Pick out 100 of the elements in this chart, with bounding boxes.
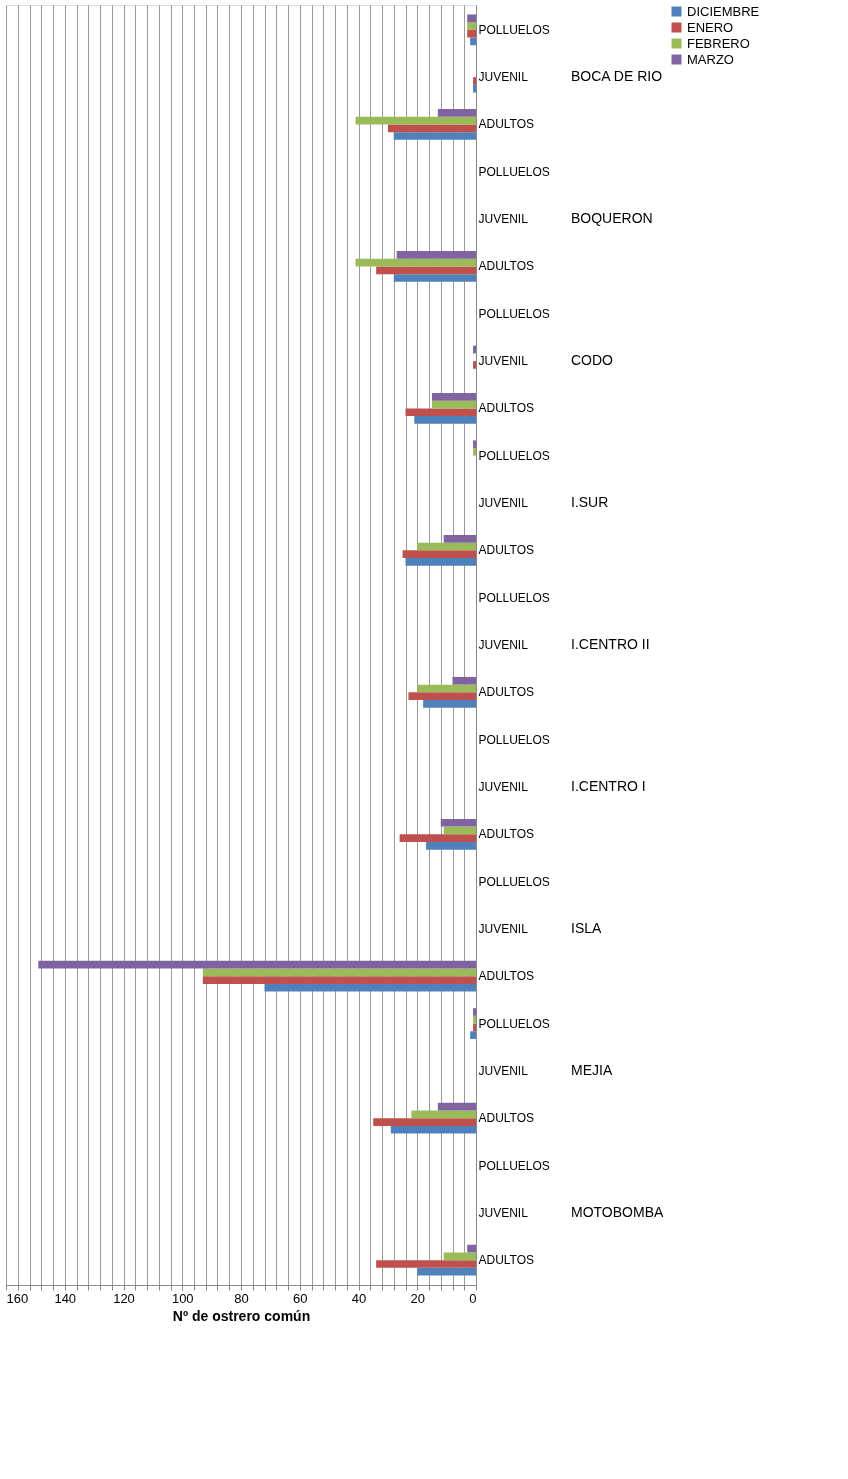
bar bbox=[38, 960, 476, 969]
y-tick-label: POLLUELOS bbox=[478, 590, 550, 605]
bar bbox=[473, 345, 476, 354]
bar bbox=[473, 84, 476, 93]
bar bbox=[467, 29, 476, 38]
y-tick-label: JUVENIL bbox=[478, 779, 529, 794]
bar bbox=[417, 684, 476, 693]
bar bbox=[411, 1110, 476, 1119]
y-tick-label: ADULTOS bbox=[478, 685, 535, 700]
bar bbox=[470, 1031, 476, 1039]
bar bbox=[387, 124, 476, 133]
y-tick-label: JUVENIL bbox=[478, 1063, 529, 1078]
x-axis-title: Nº de ostrero común bbox=[172, 1307, 311, 1324]
bar bbox=[399, 834, 476, 842]
bar bbox=[473, 1008, 476, 1016]
bar bbox=[467, 1244, 476, 1253]
y-tick-label: ADULTOS bbox=[478, 543, 535, 558]
bar bbox=[470, 37, 476, 46]
y-tick-label: POLLUELOS bbox=[478, 306, 550, 321]
y-tick-label: JUVENIL bbox=[478, 70, 529, 85]
bar bbox=[473, 1015, 476, 1024]
bar bbox=[202, 968, 476, 977]
bar bbox=[473, 1023, 476, 1032]
bar bbox=[473, 440, 476, 449]
y-tick-label: JUVENIL bbox=[478, 1205, 529, 1220]
y-tick-label: JUVENIL bbox=[478, 212, 529, 227]
y-tick-label: JUVENIL bbox=[478, 496, 529, 511]
x-tick-label: 120 bbox=[113, 1290, 135, 1306]
bar bbox=[443, 826, 476, 835]
y-tick-label: POLLUELOS bbox=[478, 1016, 550, 1031]
bar bbox=[405, 558, 476, 566]
y-tick-label: ADULTOS bbox=[478, 1253, 535, 1268]
y-tick-label: ADULTOS bbox=[478, 827, 535, 842]
bar bbox=[264, 983, 476, 992]
y-tick-label: POLLUELOS bbox=[478, 1158, 550, 1173]
text: CODO bbox=[571, 352, 614, 369]
text: BOQUERON bbox=[571, 210, 653, 227]
y-tick-label: JUVENIL bbox=[478, 638, 529, 652]
bar bbox=[408, 692, 476, 701]
bar bbox=[473, 361, 476, 369]
x-tick-label: 140 bbox=[54, 1290, 77, 1306]
y-tick-label: ADULTOS bbox=[478, 1111, 535, 1126]
y-tick-label: POLLUELOS bbox=[478, 164, 550, 179]
bar bbox=[376, 266, 476, 275]
bar bbox=[202, 976, 476, 984]
bar bbox=[452, 676, 476, 685]
bar bbox=[373, 1118, 476, 1126]
bar bbox=[426, 841, 476, 850]
bar bbox=[390, 1125, 476, 1134]
text: MEJIA bbox=[571, 1061, 613, 1078]
bar bbox=[423, 700, 476, 708]
text: MOTOBOMBA bbox=[571, 1203, 664, 1220]
text: I.CENTRO II bbox=[571, 636, 650, 652]
bar bbox=[431, 393, 476, 401]
bar bbox=[473, 77, 476, 85]
y-tick-label: POLLUELOS bbox=[478, 874, 550, 889]
text: I.CENTRO I bbox=[571, 777, 646, 794]
y-tick-label: POLLUELOS bbox=[478, 22, 550, 37]
bar bbox=[393, 132, 476, 140]
text: BOCA DE RIO bbox=[571, 68, 663, 85]
bar bbox=[355, 116, 476, 125]
y-tick-label: ADULTOS bbox=[478, 259, 535, 274]
bar bbox=[396, 251, 476, 259]
y-tick-label: POLLUELOS bbox=[478, 732, 550, 747]
bar bbox=[414, 416, 476, 424]
y-tick-label: POLLUELOS bbox=[478, 448, 550, 463]
x-tick-label: 100 bbox=[171, 1290, 194, 1306]
x-tick-label: 40 bbox=[351, 1290, 367, 1306]
bar bbox=[417, 542, 476, 551]
bar bbox=[405, 408, 476, 417]
bar bbox=[402, 550, 476, 559]
bar bbox=[437, 109, 476, 117]
y-tick-label: JUVENIL bbox=[478, 354, 529, 369]
bar bbox=[473, 448, 476, 456]
legend-label: ENERO bbox=[687, 19, 734, 35]
bar bbox=[440, 818, 476, 827]
legend-label: FEBRERO bbox=[687, 35, 750, 51]
bar bbox=[376, 1260, 476, 1268]
text: ISLA bbox=[571, 919, 603, 936]
bar bbox=[443, 1252, 476, 1261]
y-tick-label: ADULTOS bbox=[478, 969, 535, 984]
y-tick-label: JUVENIL bbox=[478, 921, 529, 936]
y-tick-label: ADULTOS bbox=[478, 117, 535, 132]
bar bbox=[467, 14, 476, 23]
bar bbox=[393, 274, 476, 282]
x-tick-label: 20 bbox=[410, 1290, 425, 1306]
legend-label: DICIEMBRE bbox=[687, 3, 760, 19]
bar bbox=[443, 534, 476, 543]
legend-label: MARZO bbox=[687, 51, 734, 67]
x-tick-label: 80 bbox=[234, 1290, 249, 1306]
bar bbox=[431, 400, 476, 409]
bar bbox=[355, 258, 476, 267]
x-tick-label: 60 bbox=[293, 1290, 308, 1306]
text: I.SUR bbox=[571, 494, 609, 511]
bar bbox=[417, 1267, 476, 1276]
x-tick-label: 0 bbox=[469, 1290, 477, 1306]
bar bbox=[467, 22, 476, 30]
y-tick-label: ADULTOS bbox=[478, 401, 535, 416]
bar bbox=[437, 1102, 476, 1111]
x-tick-label: 160 bbox=[6, 1290, 29, 1306]
